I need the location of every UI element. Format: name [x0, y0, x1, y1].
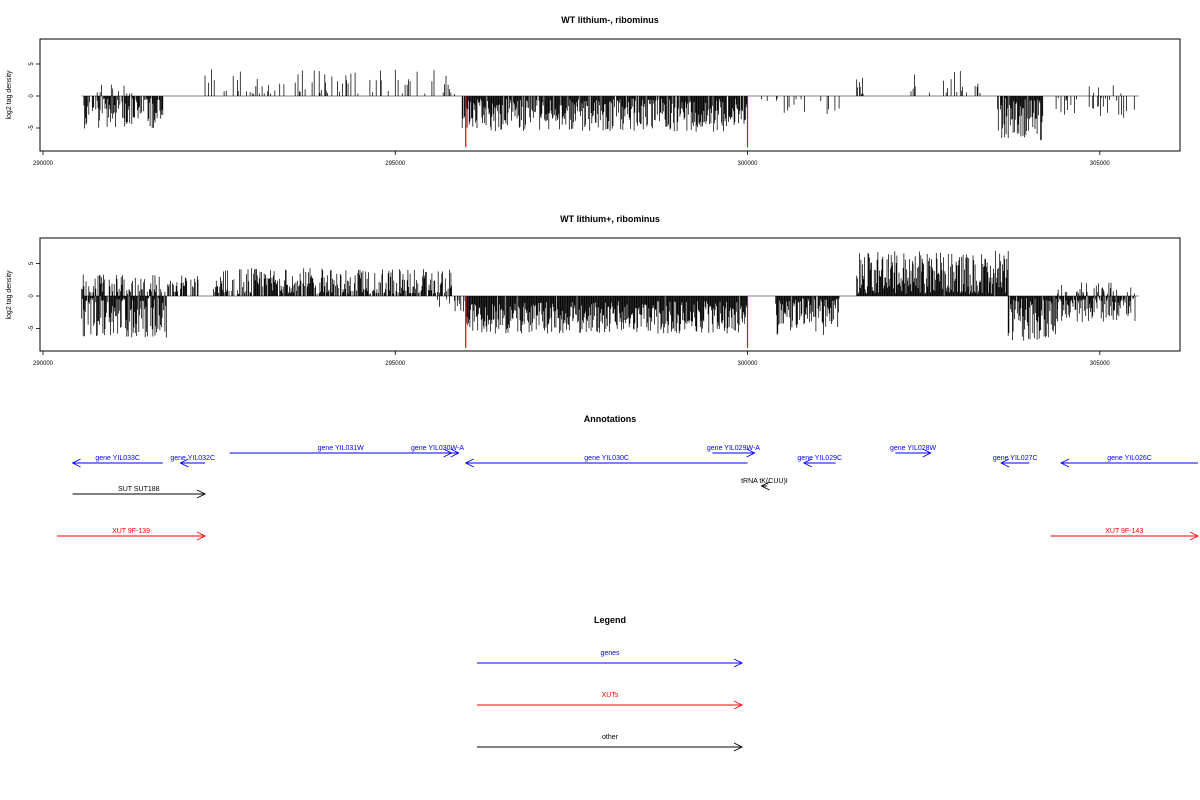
annotation-arrow: [1000, 458, 1030, 468]
axes: 290000 295000 300000 305000 5 0 -5: [29, 62, 1110, 167]
legend-label: other: [602, 734, 619, 741]
annotation-label: XUT 9F-139: [112, 528, 150, 535]
annotation-arrow: [760, 481, 770, 491]
annotations-track: Annotations gene YIL033C gene YIL032Cgene…: [57, 414, 1200, 541]
annotation-label: gene YIL029C: [797, 455, 842, 462]
plot-frame: [39, 38, 1181, 152]
annotation-arrow: [1060, 458, 1198, 468]
annotation-label: gene YIL030W-A: [411, 445, 464, 452]
plot-frame: [39, 237, 1181, 352]
panel-title: WT lithium+, ribominus: [560, 214, 660, 224]
y-tick-label: 0: [29, 294, 35, 298]
annotation-arrow: [57, 531, 207, 541]
annotation-features: gene YIL033C gene YIL032C gene YIL031W gene…: [57, 445, 1200, 541]
y-axis-label: log2 tag density: [6, 70, 13, 120]
legend-arrow: [477, 658, 744, 668]
y-tick-label: -5: [29, 325, 35, 331]
y-tick-label: 0: [29, 94, 35, 98]
legend-arrow: [477, 742, 744, 752]
track-panel-lithium-plus: WT lithium+, ribominus log2 tag density …: [6, 214, 1181, 367]
annotation-label: gene YIL029W-A: [707, 445, 760, 452]
bar-series: [81, 69, 1139, 148]
axes: 290000 295000 300000 305000 5 0 -5: [29, 261, 1110, 367]
annotation-arrow: [895, 448, 932, 458]
annotation-label: gene YIL028W: [890, 445, 937, 452]
annotation-arrow: [416, 448, 460, 458]
annotation-label: SUT SUT188: [118, 486, 160, 493]
annotation-arrow: [179, 458, 206, 468]
y-axis-label: log2 tag density: [6, 270, 13, 320]
track-panel-lithium-minus: WT lithium-, ribominus log2 tag density …: [6, 15, 1181, 167]
annotations-title: Annotations: [584, 414, 637, 424]
annotation-label: XUT 9F-143: [1105, 528, 1143, 535]
annotation-label: gene YIL026C: [1107, 455, 1152, 462]
x-tick-label: 290000: [33, 161, 54, 167]
y-tick-label: 5: [29, 62, 35, 66]
legend: Legend genes XUTs other: [477, 615, 744, 752]
x-tick-label: 290000: [33, 361, 54, 367]
x-tick-label: 300000: [738, 361, 759, 367]
annotation-label: gene YIL030C: [584, 455, 629, 462]
x-tick-label: 305000: [1090, 161, 1111, 167]
x-tick-label: 300000: [738, 161, 759, 167]
legend-label: genes: [600, 650, 620, 657]
legend-arrow: [477, 700, 744, 710]
y-tick-label: -5: [29, 125, 35, 131]
x-tick-label: 305000: [1090, 361, 1111, 367]
annotation-label: gene YIL027C: [993, 455, 1038, 462]
legend-items: genes XUTs other: [477, 650, 744, 752]
annotation-label: tRNA tK(CUU)I: [741, 478, 788, 485]
annotation-label: gene YIL032C: [170, 455, 215, 462]
annotation-arrow: [464, 458, 748, 468]
legend-label: XUTs: [602, 692, 619, 699]
annotation-arrow: [1050, 531, 1200, 541]
x-tick-label: 295000: [385, 361, 406, 367]
annotation-arrow: [802, 458, 836, 468]
annotation-arrow: [71, 458, 163, 468]
annotation-arrow: [72, 489, 207, 499]
annotation-label: gene YIL031W: [318, 445, 365, 452]
legend-title: Legend: [594, 615, 626, 625]
bar-series: [81, 250, 1139, 348]
annotation-label: gene YIL033C: [95, 455, 140, 462]
y-tick-label: 5: [29, 261, 35, 265]
panel-title: WT lithium-, ribominus: [561, 15, 659, 25]
annotation-arrow: [712, 448, 756, 458]
x-tick-label: 295000: [385, 161, 406, 167]
